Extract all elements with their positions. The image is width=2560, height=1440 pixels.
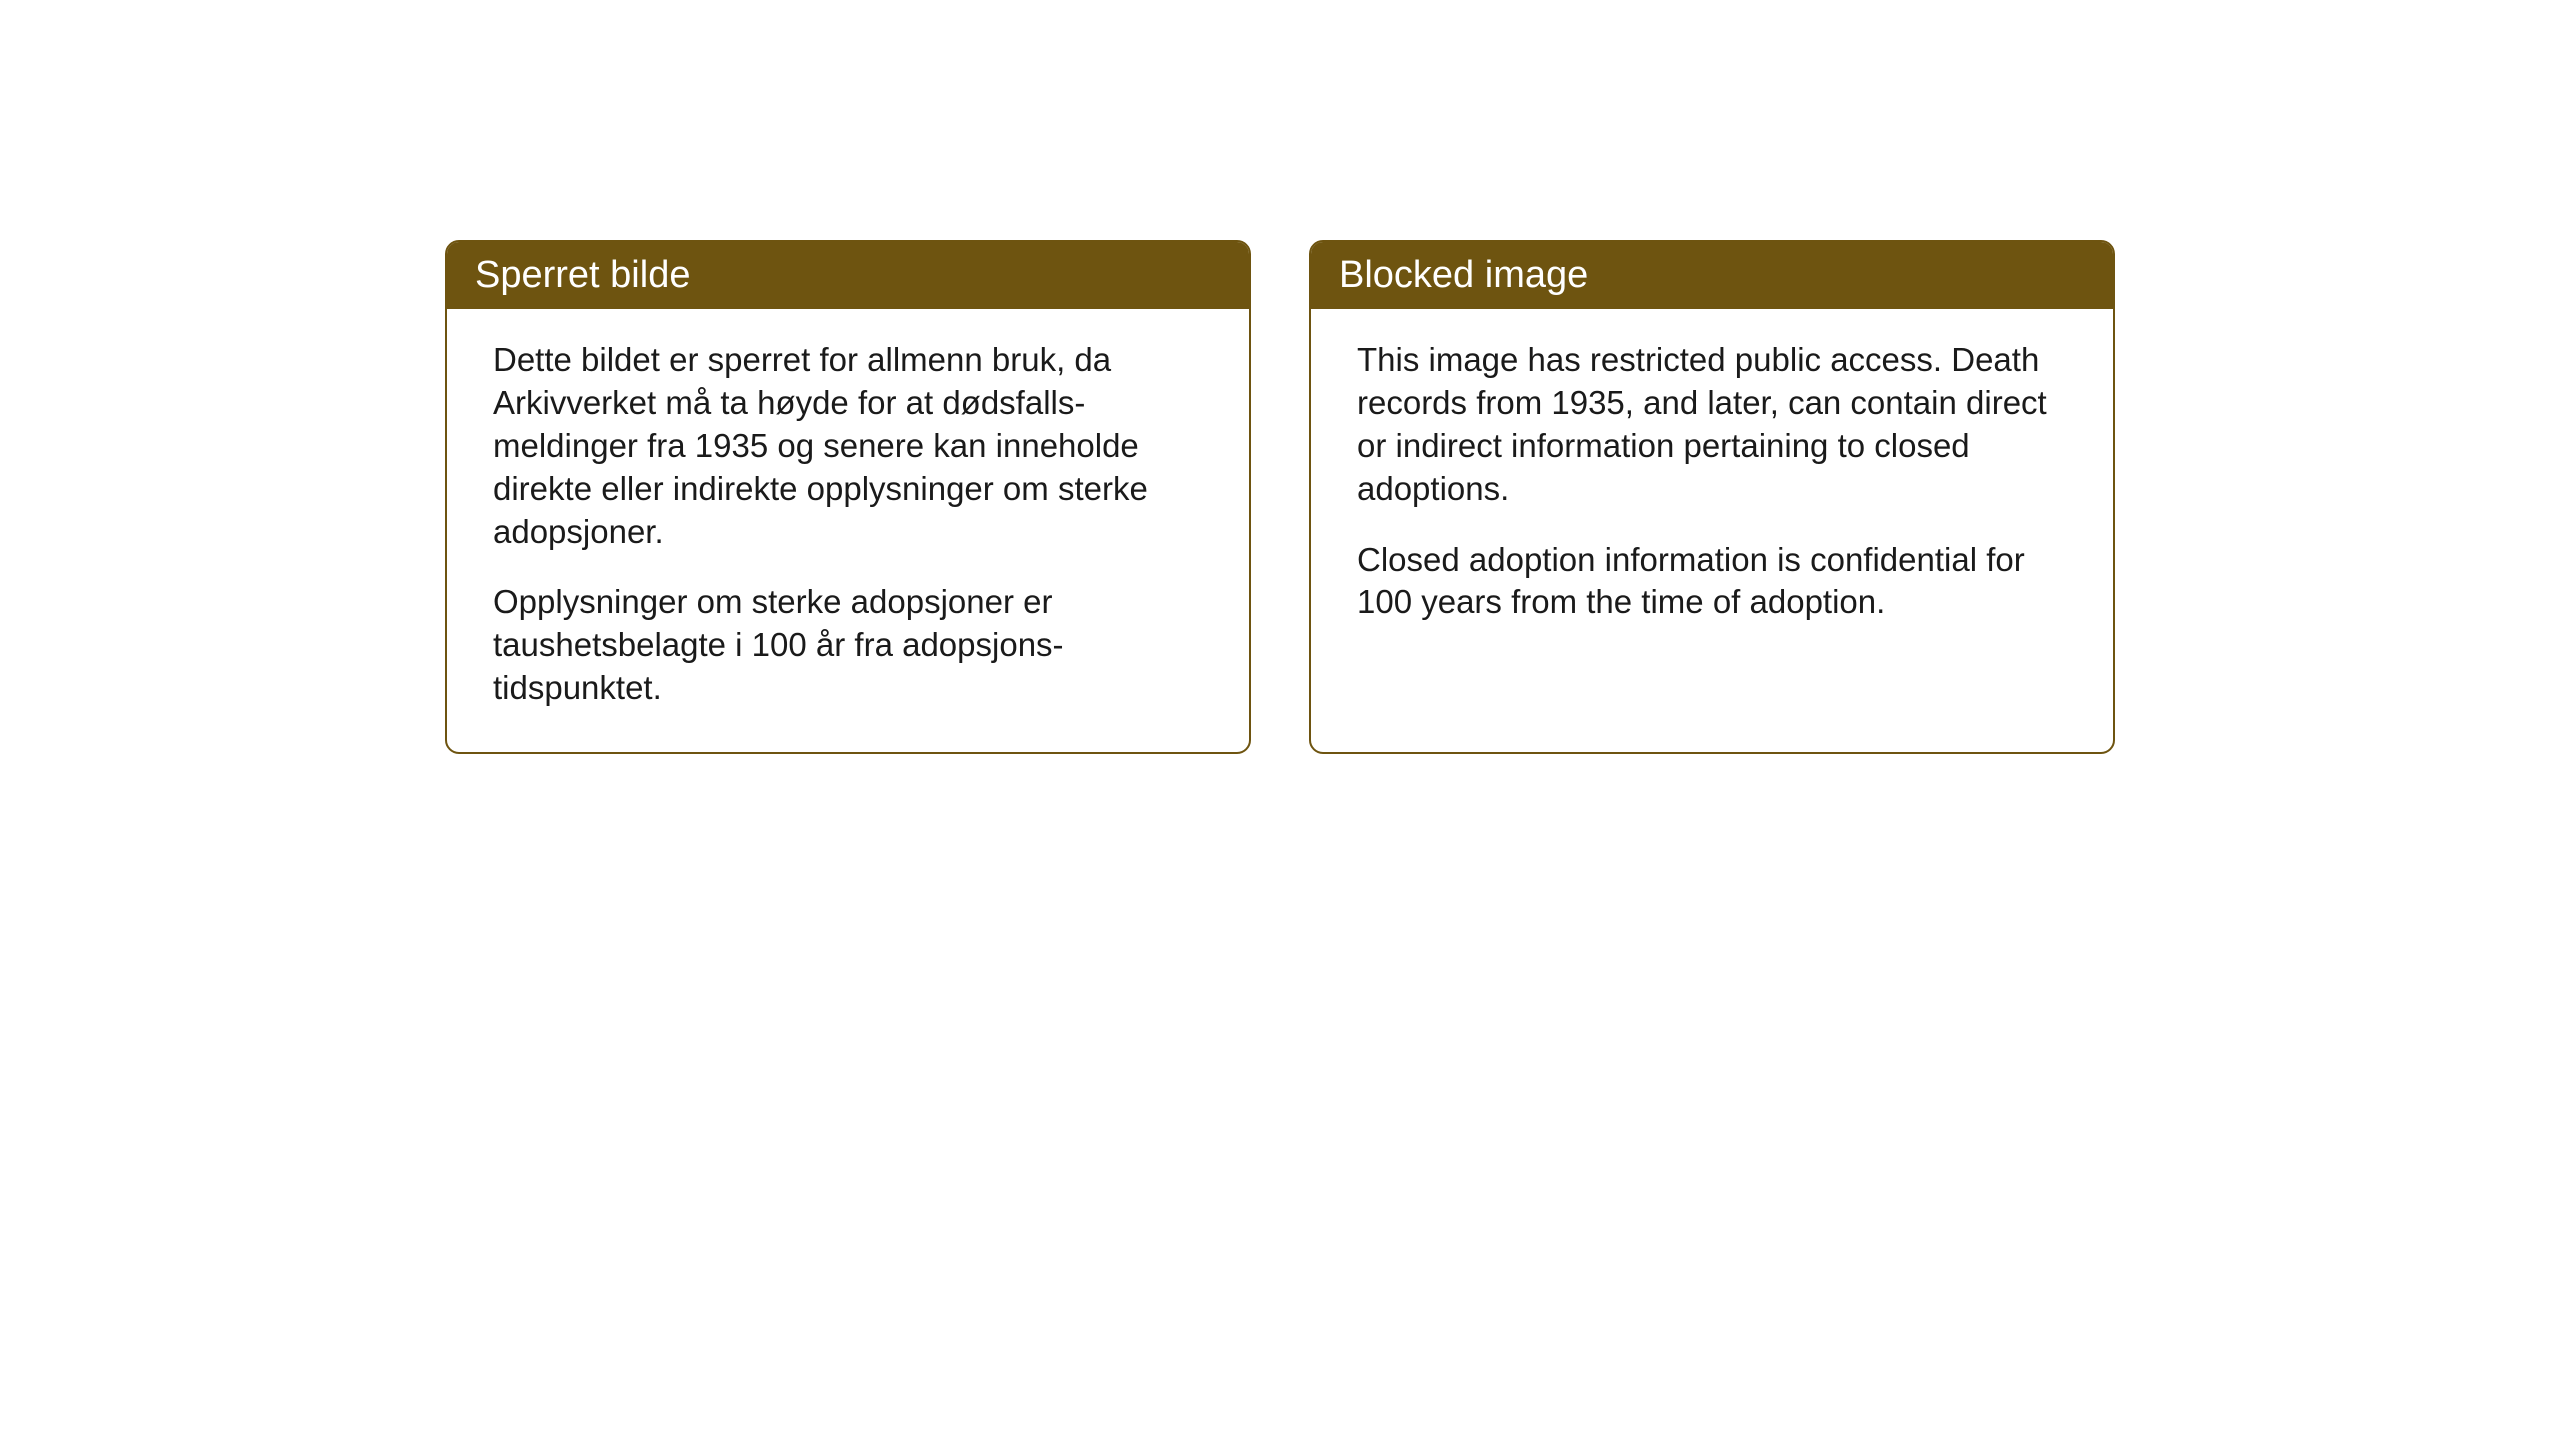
english-paragraph-1: This image has restricted public access.… xyxy=(1357,339,2067,511)
norwegian-card-body: Dette bildet er sperret for allmenn bruk… xyxy=(447,309,1249,752)
english-card-body: This image has restricted public access.… xyxy=(1311,309,2113,666)
norwegian-card: Sperret bilde Dette bildet er sperret fo… xyxy=(445,240,1251,754)
norwegian-card-title: Sperret bilde xyxy=(475,254,690,296)
english-paragraph-2: Closed adoption information is confident… xyxy=(1357,539,2067,625)
norwegian-paragraph-1: Dette bildet er sperret for allmenn bruk… xyxy=(493,339,1203,553)
norwegian-card-header: Sperret bilde xyxy=(447,242,1249,309)
cards-container: Sperret bilde Dette bildet er sperret fo… xyxy=(445,240,2115,754)
english-card: Blocked image This image has restricted … xyxy=(1309,240,2115,754)
english-card-title: Blocked image xyxy=(1339,254,1588,296)
norwegian-paragraph-2: Opplysninger om sterke adopsjoner er tau… xyxy=(493,581,1203,710)
english-card-header: Blocked image xyxy=(1311,242,2113,309)
